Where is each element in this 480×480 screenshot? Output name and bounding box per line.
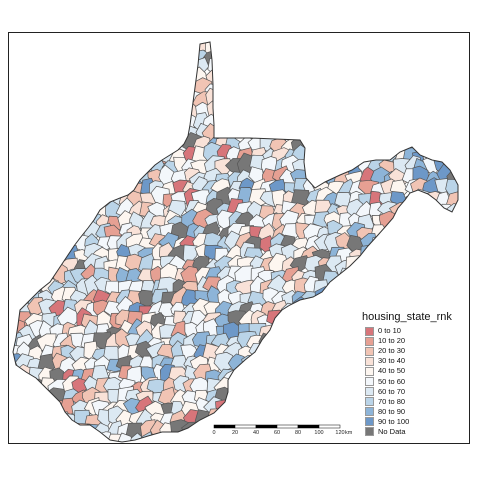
scale-bar-segment — [276, 424, 299, 429]
zip-region[interactable] — [215, 399, 232, 417]
scale-bar-segment — [234, 424, 257, 429]
scale-tick-label: 100 — [314, 430, 324, 436]
zip-region[interactable] — [445, 189, 464, 209]
legend-label: 70 to 80 — [378, 396, 406, 406]
zip-region[interactable] — [360, 244, 376, 265]
scale-tick-label: 60 — [273, 430, 281, 436]
legend-item: 60 to 70 — [365, 387, 409, 397]
legend-label: 30 to 40 — [378, 356, 406, 366]
legend-swatch — [365, 427, 374, 437]
legend-swatch — [365, 326, 374, 336]
legend-label: 50 to 60 — [378, 376, 406, 386]
legend: 0 to 10 10 to 20 20 to 30 30 to 40 40 to 50 5… — [365, 326, 409, 437]
state-outline — [12, 41, 459, 443]
scale-tick-label: 0 — [212, 430, 216, 436]
legend-title: housing_state_rnk — [362, 311, 452, 323]
legend-item: 40 to 50 — [365, 366, 409, 376]
legend-swatch — [365, 336, 374, 346]
legend-swatch — [365, 346, 374, 356]
legend-item: 10 to 20 — [365, 336, 409, 346]
zip-region[interactable] — [70, 422, 90, 441]
legend-swatch — [365, 417, 374, 427]
scale-bar-segment — [318, 424, 341, 429]
legend-item: No Data — [365, 427, 409, 437]
legend-swatch — [365, 356, 374, 366]
legend-label: 60 to 70 — [378, 386, 406, 396]
zip-region[interactable] — [403, 192, 424, 212]
zip-region[interactable] — [345, 255, 363, 272]
scale-bar-segment — [255, 424, 278, 429]
legend-swatch — [365, 407, 374, 417]
legend-item: 50 to 60 — [365, 376, 409, 387]
legend-label: 0 to 10 — [378, 326, 401, 336]
scale-tick-label: 120 — [335, 430, 345, 436]
legend-item: 30 to 40 — [365, 356, 409, 366]
scale-tick-label: 80 — [294, 430, 302, 436]
legend-item: 80 to 90 — [365, 407, 409, 417]
legend-label: 10 to 20 — [378, 336, 406, 346]
scale-tick-label: 20 — [231, 430, 239, 436]
legend-label: 20 to 30 — [378, 346, 406, 356]
legend-item: 0 to 10 — [365, 326, 409, 336]
legend-label: 90 to 100 — [378, 416, 410, 426]
legend-label: 80 to 90 — [378, 406, 406, 416]
legend-label: 40 to 50 — [378, 366, 406, 376]
scale-bar — [213, 424, 341, 429]
scale-tick-label: 40 — [252, 430, 260, 436]
legend-item: 90 to 100 — [365, 417, 409, 427]
legend-swatch — [365, 387, 374, 397]
legend-label: No Data — [378, 426, 406, 436]
legend-swatch — [365, 397, 374, 407]
scale-bar-segment — [213, 424, 236, 429]
legend-item: 70 to 80 — [365, 397, 409, 407]
legend-swatch — [365, 366, 374, 376]
scale-unit-label: km — [345, 430, 353, 436]
scale-bar-segment — [297, 424, 320, 429]
legend-swatch — [365, 377, 374, 387]
legend-item: 20 to 30 — [365, 346, 409, 356]
zip-region[interactable] — [194, 409, 212, 429]
